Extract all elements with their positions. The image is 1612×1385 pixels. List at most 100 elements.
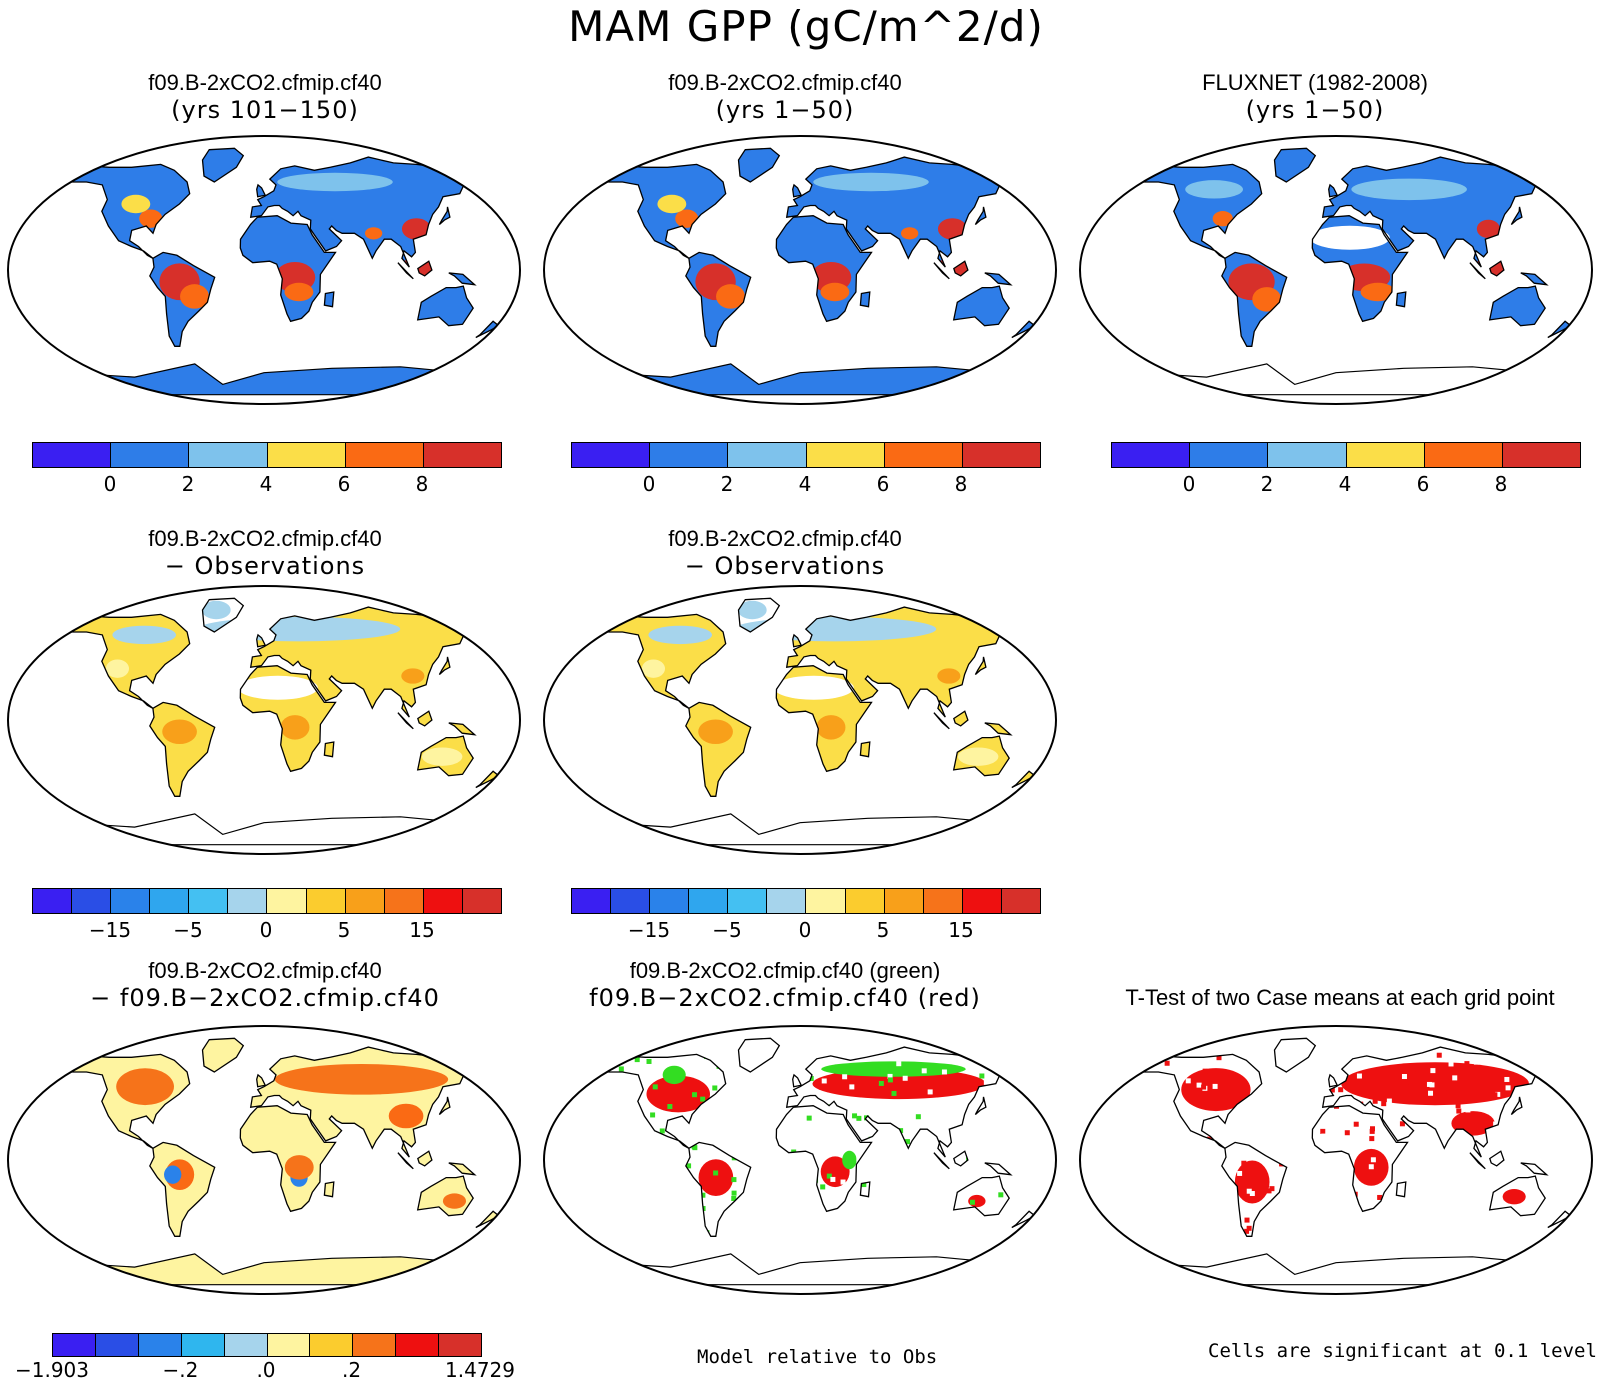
grid-cell xyxy=(758,1202,764,1208)
field-region xyxy=(816,715,846,740)
colorbar-swatch xyxy=(306,889,346,913)
coastline xyxy=(1328,183,1339,198)
grid-cell xyxy=(798,1187,804,1193)
grid-cell xyxy=(758,1083,764,1089)
grid-cell xyxy=(1442,1179,1448,1185)
grid-cell xyxy=(1394,1064,1400,1070)
grid-cell xyxy=(1544,1185,1550,1191)
grid-cell xyxy=(1022,1215,1028,1221)
grid-cell xyxy=(1407,1174,1413,1180)
grid-cell xyxy=(842,1074,848,1080)
grid-cell xyxy=(1006,1134,1012,1140)
grid-cell xyxy=(1435,1080,1441,1086)
grid-cell xyxy=(1439,1096,1445,1102)
grid-cell xyxy=(1506,1130,1512,1136)
grid-cell xyxy=(1455,1117,1461,1123)
grid-cell xyxy=(1381,1101,1387,1107)
coastline xyxy=(603,1053,727,1149)
field-region xyxy=(641,659,666,678)
grid-cell xyxy=(805,1193,811,1199)
grid-cell xyxy=(887,1073,893,1079)
grid-cell xyxy=(750,1235,756,1237)
coastline xyxy=(952,285,1010,327)
grid-cell xyxy=(597,1183,602,1188)
grid-cell xyxy=(731,1055,737,1061)
grid-cell xyxy=(594,1178,599,1183)
grid-cell xyxy=(1362,1071,1368,1077)
grid-cell xyxy=(1319,1140,1325,1146)
grid-cell xyxy=(692,1092,698,1098)
panel-6-title-line1: f09.B-2xCO2.cfmip.cf40 xyxy=(148,958,382,983)
grid-cell xyxy=(634,1057,640,1063)
grid-cell xyxy=(974,1118,980,1124)
grid-cell xyxy=(1172,1120,1178,1126)
field-region xyxy=(280,715,310,740)
grid-cell xyxy=(1479,1147,1485,1153)
grid-cell xyxy=(589,1202,594,1207)
sahara-region xyxy=(1309,225,1390,250)
grid-cell xyxy=(941,1069,947,1075)
grid-cell xyxy=(1013,1196,1019,1202)
grid-cell xyxy=(1427,1155,1433,1161)
panel-8-title: T-Test of two Case means at each grid po… xyxy=(1060,985,1612,1011)
panel-5-title-line1: f09.B-2xCO2.cfmip.cf40 xyxy=(668,526,902,551)
coastline xyxy=(149,701,216,797)
panel-7-title-line1: f09.B-2xCO2.cfmip.cf40 (green) xyxy=(629,958,941,983)
grid-cell xyxy=(634,1175,640,1181)
grid-cell xyxy=(1320,1128,1326,1134)
coastline xyxy=(67,613,191,709)
field-region xyxy=(1181,1068,1251,1112)
colorbar-tick-label: 2 xyxy=(181,472,195,496)
grid-cell xyxy=(1247,1052,1253,1058)
grid-cell xyxy=(577,1210,582,1215)
grid-cell xyxy=(1141,1060,1147,1066)
grid-cell xyxy=(1225,1055,1231,1061)
grid-cell xyxy=(843,1125,849,1131)
colorbar-swatch xyxy=(224,1334,268,1356)
coastline xyxy=(974,1096,987,1115)
grid-cell xyxy=(969,1160,975,1166)
grid-cell xyxy=(1249,1191,1255,1197)
panel-1-title: f09.B-2xCO2.cfmip.cf40 (yrs 101−150) xyxy=(10,70,520,124)
colorbar-swatch xyxy=(33,443,112,467)
grid-cell xyxy=(1261,1060,1267,1066)
grid-cell xyxy=(959,1230,965,1236)
coastline xyxy=(1488,1175,1546,1217)
land-greenland xyxy=(1274,148,1316,182)
coastline xyxy=(417,260,433,277)
grid-cell xyxy=(630,1175,636,1181)
grid-cell xyxy=(617,1170,623,1176)
coastline xyxy=(737,147,781,183)
grid-cell xyxy=(1198,1167,1204,1173)
grid-cell xyxy=(572,1163,577,1168)
grid-cell xyxy=(1331,1155,1337,1161)
grid-cell xyxy=(1134,1126,1139,1131)
grid-cell xyxy=(995,1206,1001,1212)
grid-cell xyxy=(1095,1137,1100,1142)
grid-cell xyxy=(1204,1146,1210,1152)
colorbar-swatch xyxy=(923,889,963,913)
grid-cell xyxy=(750,1233,756,1237)
grid-cell xyxy=(640,1192,646,1198)
grid-cell xyxy=(1164,1106,1170,1112)
grid-cell xyxy=(891,1199,897,1205)
field-region xyxy=(284,1155,314,1180)
grid-cell xyxy=(969,1184,975,1190)
panel-5-title-line2: − Observations xyxy=(684,552,886,580)
colorbar-tick-label: 2 xyxy=(1260,472,1274,496)
panel-6-title-line2: − f09.B−2xCO2.cfmip.cf40 xyxy=(90,984,440,1012)
grid-cell xyxy=(1201,1084,1207,1090)
grid-cell xyxy=(646,1058,652,1064)
grid-cell xyxy=(1261,1215,1267,1221)
grid-cell xyxy=(1543,1121,1549,1127)
grid-cell xyxy=(572,1110,577,1115)
grid-cell xyxy=(1289,1104,1295,1110)
grid-cell xyxy=(1246,1225,1252,1231)
coastline xyxy=(974,206,987,225)
grid-cell xyxy=(615,1121,621,1127)
grid-cell xyxy=(1377,1194,1383,1200)
grid-cell xyxy=(1007,1152,1013,1158)
grid-cell xyxy=(1209,1212,1215,1218)
grid-cell xyxy=(1164,1060,1170,1066)
field-region xyxy=(197,616,401,642)
